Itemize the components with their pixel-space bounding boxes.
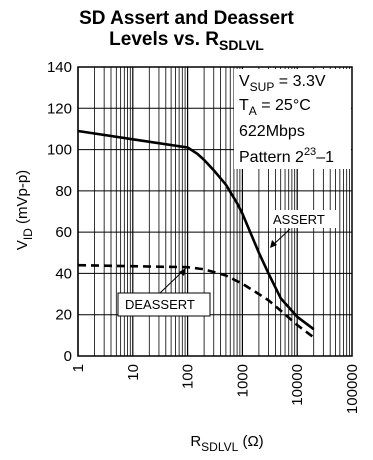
- deassert-label-box: [117, 292, 211, 317]
- title-subscript: SDLVL: [218, 37, 264, 53]
- tick-labels: 0 20 40 60 80 100 120 140 1 10 100 1000 10000 100000: [47, 59, 361, 414]
- y-tick-label: 120: [47, 100, 72, 117]
- xlabel-unit: (Ω): [238, 433, 263, 450]
- vsup-sub: SUP: [250, 80, 275, 94]
- y-axis-label: VID (mVp-p): [14, 170, 35, 250]
- deassert-pointer: [159, 270, 184, 294]
- pattern-annotation: Pattern 223–1: [239, 146, 334, 166]
- pattern-prefix: Pattern 2: [239, 149, 304, 166]
- assert-pointer-arrow: [270, 240, 277, 248]
- x-tick-label: 100: [180, 364, 197, 389]
- assert-pointer: [272, 228, 291, 246]
- ta-value: = 25°C: [257, 97, 311, 114]
- deassert-pointer-arrow: [179, 268, 186, 276]
- y-tick-label: 80: [55, 183, 72, 200]
- series-line-assert: [77, 129, 315, 331]
- x-tick-label: 1000: [234, 364, 251, 397]
- x-tick-label: 1: [70, 364, 87, 372]
- x-tick-label: 10: [125, 364, 142, 381]
- ylabel-sub: ID: [21, 228, 35, 240]
- x-tick-label: 10000: [289, 364, 306, 406]
- y-tick-label: 0: [64, 348, 72, 365]
- ylabel-unit: (mVp-p): [14, 170, 31, 228]
- y-tick-label: 20: [55, 307, 72, 324]
- ta-sub: A: [249, 104, 257, 118]
- plot-frame: [77, 66, 353, 357]
- y-tick-label: 40: [55, 265, 72, 282]
- assert-label: ASSERT: [273, 212, 325, 227]
- x-tick-label: 100000: [344, 364, 361, 414]
- pattern-suffix: –1: [316, 149, 334, 166]
- vsup-value: = 3.3V: [274, 73, 325, 90]
- conditions-box: [234, 69, 351, 169]
- assert-label-box: [270, 210, 338, 228]
- rate-annotation: 622Mbps: [239, 123, 305, 140]
- pattern-sup: 23: [304, 146, 316, 158]
- title-prefix: Levels vs. R: [109, 29, 219, 50]
- ylabel-main: V: [14, 240, 31, 250]
- y-tick-label: 100: [47, 142, 72, 159]
- ta-annotation: TA = 25°C: [239, 97, 311, 118]
- series-lines: [77, 129, 315, 339]
- y-tick-label: 140: [47, 59, 72, 76]
- vsup-main: V: [239, 73, 250, 90]
- vsup-annotation: VSUP = 3.3V: [239, 73, 326, 94]
- series-line-deassert: [77, 263, 315, 339]
- chart-title-line2: Levels vs. RSDLVL: [0, 29, 373, 56]
- y-tick-label: 60: [55, 224, 72, 241]
- xlabel-sub: SDLVL: [201, 440, 238, 454]
- x-axis-label: RSDLVL (Ω): [190, 433, 263, 454]
- deassert-label: DEASSERT: [125, 297, 195, 312]
- xlabel-main: R: [190, 433, 201, 450]
- ta-main: T: [239, 97, 249, 114]
- chart-title-line1: SD Assert and Deassert: [79, 8, 294, 29]
